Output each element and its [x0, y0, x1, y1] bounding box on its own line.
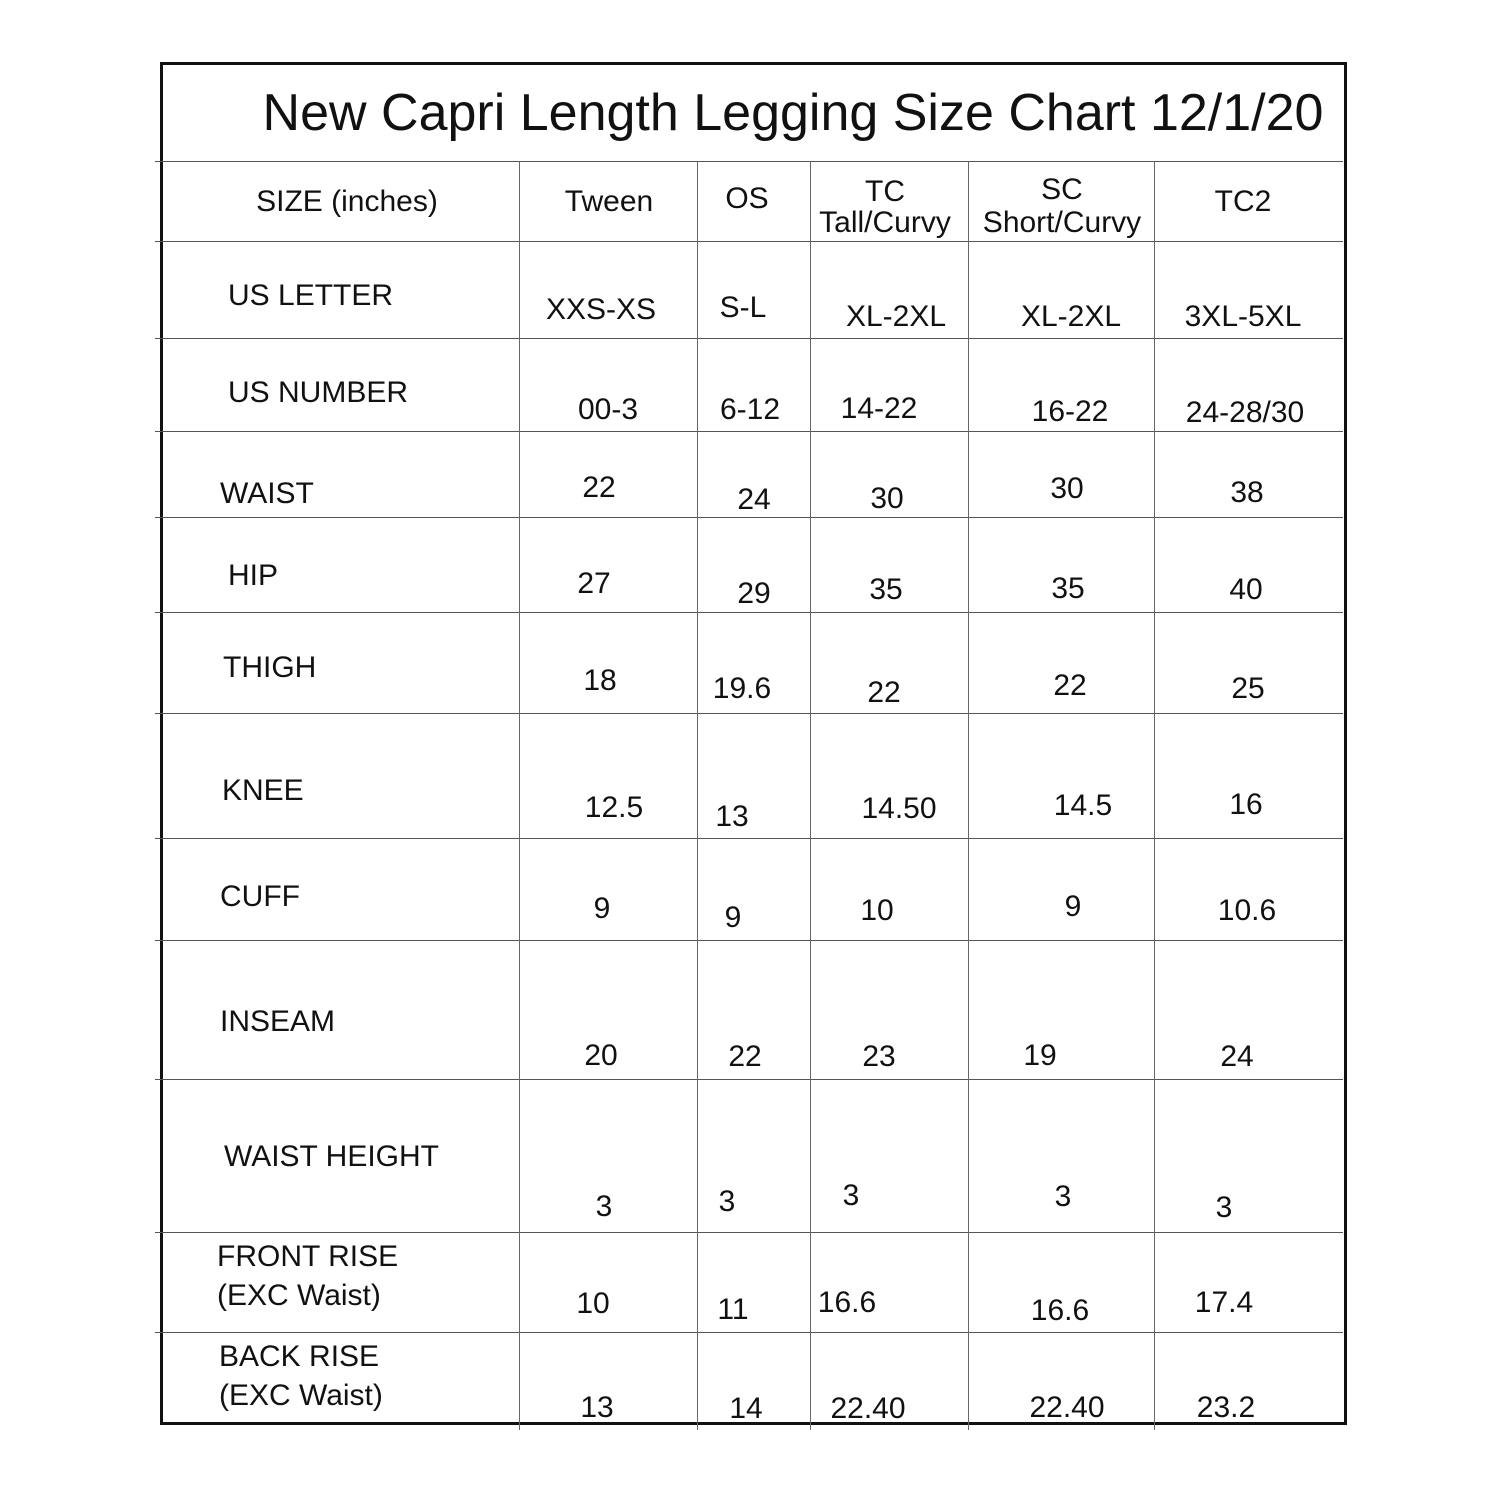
table-cell: 17.4 — [1194, 1286, 1254, 1319]
table-cell: 9 — [593, 892, 611, 925]
column-header: SC — [1041, 173, 1083, 206]
table-cell: 25 — [1231, 672, 1265, 705]
column-header: OS — [725, 182, 769, 215]
table-cell: 6-12 — [719, 393, 781, 426]
table-cell: 22 — [1053, 669, 1087, 702]
row-divider — [155, 713, 1343, 714]
row-label: WAIST HEIGHT — [224, 1140, 440, 1173]
page-title: New Capri Length Legging Size Chart 12/1… — [262, 84, 1324, 142]
table-cell: 3 — [718, 1185, 736, 1218]
table-cell: 10.6 — [1217, 894, 1277, 927]
row-label: KNEE — [222, 774, 304, 807]
column-header-sub: Tall/Curvy — [819, 206, 951, 239]
row-divider — [155, 612, 1343, 613]
table-cell: 29 — [737, 577, 771, 610]
table-cell: 30 — [870, 482, 904, 515]
table-cell: 3 — [842, 1179, 860, 1212]
row-divider — [155, 1332, 1343, 1333]
table-cell: 22 — [867, 676, 901, 709]
table-cell: 9 — [1064, 890, 1082, 923]
table-cell: 10 — [576, 1287, 610, 1320]
row-label: CUFF — [220, 880, 300, 913]
table-cell: 35 — [1051, 572, 1085, 605]
table-cell: 35 — [869, 573, 903, 606]
table-cell: XL-2XL — [1020, 300, 1122, 333]
row-divider — [155, 161, 1343, 162]
table-cell: 16 — [1229, 788, 1263, 821]
table-cell: 30 — [1050, 472, 1084, 505]
column-header: Tween — [564, 185, 654, 218]
column-header-sub: Short/Curvy — [982, 206, 1142, 239]
header-size-label: SIZE (inches) — [256, 185, 438, 218]
row-divider — [155, 241, 1343, 242]
table-cell: 16.6 — [817, 1286, 877, 1319]
row-divider — [155, 1079, 1343, 1080]
table-cell: 3 — [1054, 1180, 1072, 1213]
table-cell: 13 — [715, 800, 749, 833]
table-cell: 40 — [1229, 573, 1263, 606]
row-label: BACK RISE — [219, 1340, 380, 1373]
table-cell: 14.5 — [1053, 789, 1113, 822]
table-cell: 13 — [580, 1391, 614, 1424]
table-cell: 16-22 — [1031, 395, 1109, 428]
row-label: US LETTER — [228, 279, 394, 312]
column-header: TC2 — [1214, 185, 1272, 218]
row-label-sub: (EXC Waist) — [219, 1379, 383, 1412]
table-cell: 00-3 — [577, 393, 639, 426]
row-label: US NUMBER — [228, 376, 409, 409]
table-cell: 22.40 — [1029, 1391, 1105, 1424]
column-header: TC — [865, 175, 905, 208]
table-cell: 22 — [582, 471, 616, 504]
row-divider — [155, 1232, 1343, 1233]
table-cell: 14-22 — [840, 392, 918, 425]
column-divider — [519, 161, 520, 1430]
column-divider — [697, 161, 698, 1430]
table-cell: 14 — [729, 1392, 763, 1425]
table-cell: 3 — [595, 1190, 613, 1223]
table-cell: 16.6 — [1030, 1294, 1090, 1327]
table-cell: 38 — [1230, 476, 1264, 509]
table-cell: 12.5 — [584, 791, 644, 824]
row-label: FRONT RISE — [217, 1240, 399, 1273]
table-cell: 3 — [1215, 1191, 1233, 1224]
row-label-sub: (EXC Waist) — [217, 1279, 381, 1312]
row-divider — [155, 940, 1343, 941]
row-divider — [155, 431, 1343, 432]
table-border — [160, 62, 1347, 1425]
table-cell: 9 — [724, 901, 742, 934]
column-divider — [810, 161, 811, 1430]
table-cell: 24 — [1220, 1040, 1254, 1073]
row-label: HIP — [228, 559, 279, 592]
row-label: WAIST — [220, 477, 314, 510]
row-divider — [155, 338, 1343, 339]
table-cell: 24-28/30 — [1185, 396, 1305, 429]
table-cell: XL-2XL — [845, 300, 947, 333]
table-cell: S-L — [719, 291, 767, 324]
table-cell: 27 — [577, 567, 611, 600]
table-cell: 18 — [583, 664, 617, 697]
table-cell: 19.6 — [712, 672, 772, 705]
table-cell: 22.40 — [830, 1392, 906, 1425]
table-cell: 20 — [584, 1039, 618, 1072]
table-cell: 19 — [1023, 1039, 1057, 1072]
table-cell: 23 — [862, 1040, 896, 1073]
table-cell: 14.50 — [861, 792, 937, 825]
table-cell: 11 — [717, 1293, 749, 1326]
table-cell: 3XL-5XL — [1184, 300, 1302, 333]
table-cell: XXS-XS — [545, 293, 657, 326]
row-label: INSEAM — [220, 1005, 336, 1038]
table-cell: 23.2 — [1196, 1391, 1256, 1424]
row-divider — [155, 838, 1343, 839]
table-cell: 24 — [737, 483, 771, 516]
column-divider — [1154, 161, 1155, 1430]
row-label: THIGH — [223, 651, 317, 684]
table-cell: 22 — [728, 1040, 762, 1073]
table-cell: 10 — [860, 894, 894, 927]
column-divider — [968, 161, 969, 1430]
row-divider — [155, 517, 1343, 518]
